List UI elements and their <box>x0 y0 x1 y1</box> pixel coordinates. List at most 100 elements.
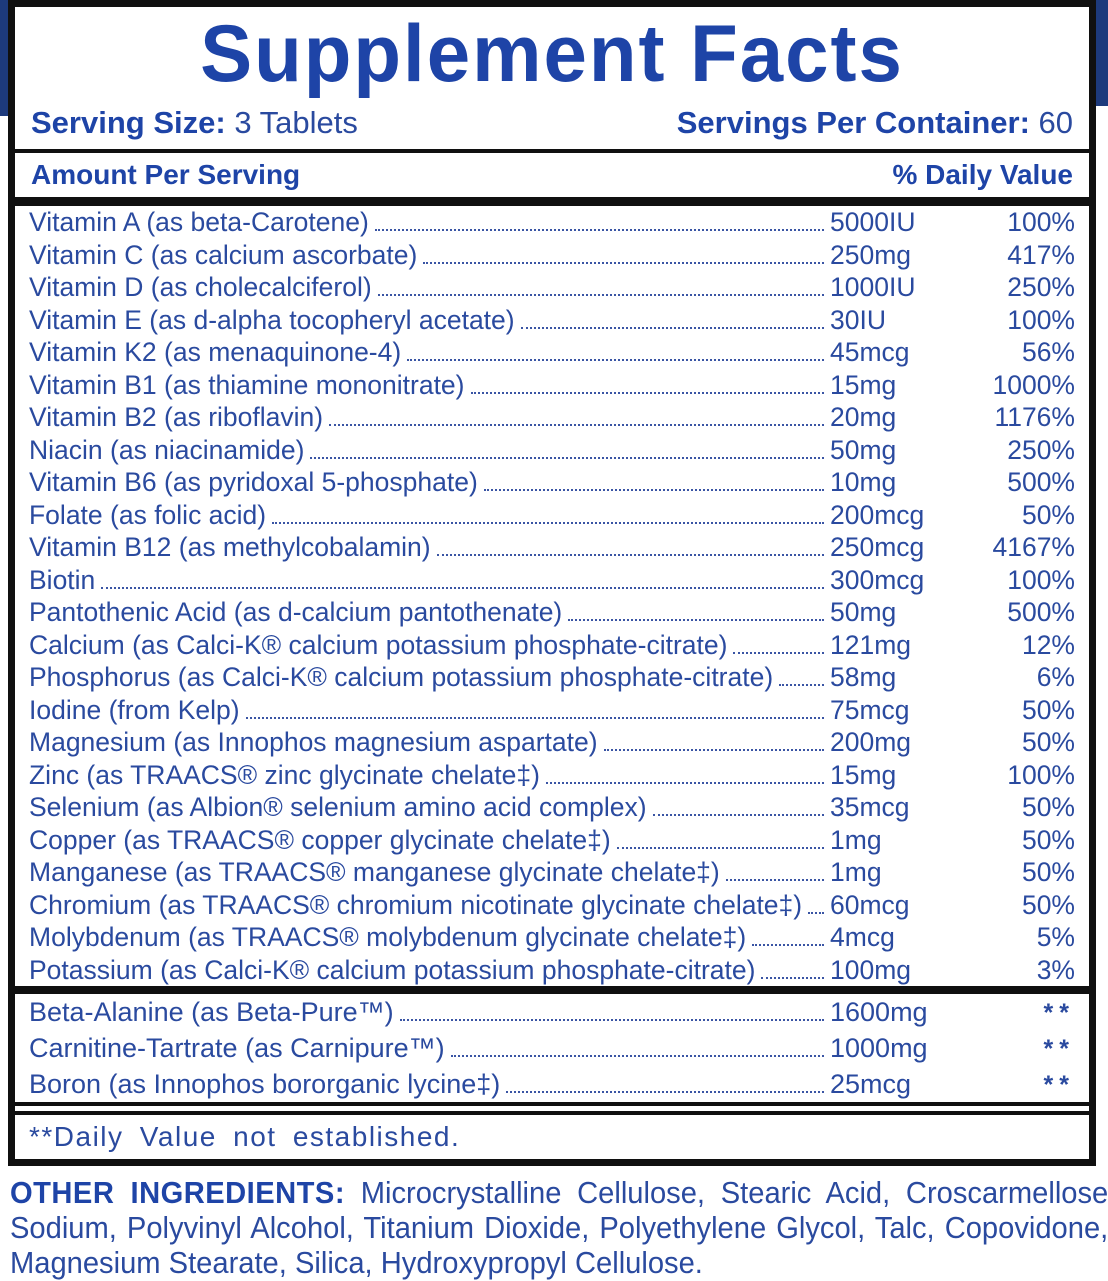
column-header-amount: Amount Per Serving <box>31 159 301 190</box>
nutrient-name: Vitamin K2 (as menaquinone-4) <box>29 337 402 367</box>
dotted-leader <box>808 911 824 914</box>
page-title: Supplement Facts <box>200 7 904 99</box>
dotted-leader <box>616 846 824 849</box>
dotted-leader <box>101 586 824 589</box>
nutrient-daily-value: 50% <box>1021 792 1075 822</box>
nutrient-name: Vitamin B1 (as thiamine mononitrate) <box>29 369 465 400</box>
column-header-row: Amount Per Serving % Daily Value <box>15 153 1089 197</box>
column-header-daily-value: % Daily Value <box>892 159 1073 190</box>
nutrient-amount: 60mcg <box>830 889 910 920</box>
nutrient-amount: 5000IU <box>830 207 916 237</box>
nutrient-name: Chromium (as TRAACS® chromium nicotinate… <box>29 889 803 920</box>
nutrient-name: Vitamin A (as beta-Carotene) <box>29 207 369 237</box>
nutrient-amount: 121mg <box>830 629 912 660</box>
nutrient-daily-value: 1000% <box>992 369 1075 400</box>
dotted-leader <box>545 781 824 784</box>
nutrient-daily-value: 250% <box>1007 434 1075 465</box>
nutrient-row: Carnitine-Tartrate (as Carnipure™) 1000m… <box>15 1030 1089 1066</box>
nutrient-name: Boron (as Innophos bororganic lycine‡) <box>29 1069 501 1099</box>
nutrient-row: Chromium (as TRAACS® chromium nicotinate… <box>15 889 1089 922</box>
nutrient-name: Biotin <box>29 564 96 595</box>
nutrient-name: Vitamin E (as d-alpha tocopheryl acetate… <box>29 304 515 335</box>
nutrient-row: Manganese (as TRAACS® manganese glycinat… <box>15 856 1089 889</box>
divider-thick <box>15 197 1089 206</box>
nutrient-row: Vitamin B1 (as thiamine mononitrate) 15m… <box>15 369 1089 402</box>
nutrient-row: Niacin (as niacinamide) 50mg 250% <box>15 434 1089 467</box>
serving-row: Serving Size: 3 Tablets Servings Per Con… <box>15 99 1089 149</box>
nutrient-row: Folate (as folic acid) 200mcg 50% <box>15 499 1089 532</box>
nutrient-daily-value: 50% <box>1021 824 1075 855</box>
other-ingredients-text: Microcrystalline Cellulose, Stearic Acid… <box>10 1176 1108 1281</box>
divider-thin <box>15 149 1089 153</box>
divider-double <box>15 1102 1089 1115</box>
nutrient-row: Zinc (as TRAACS® zinc glycinate chelate‡… <box>15 759 1089 792</box>
nutrient-row: Vitamin B12 (as methylcobalamin) 250mcg … <box>15 531 1089 564</box>
nutrient-amount: 50mg <box>830 597 897 627</box>
nutrient-name: Vitamin D (as cholecalciferol) <box>29 272 372 302</box>
nutrient-name: Vitamin B12 (as methylcobalamin) <box>29 532 431 562</box>
nutrient-name: Manganese (as TRAACS® manganese glycinat… <box>29 857 720 887</box>
nutrient-name: Zinc (as TRAACS® zinc glycinate chelate‡… <box>29 759 540 790</box>
nutrient-row: Vitamin A (as beta-Carotene) 5000IU 100% <box>15 206 1089 239</box>
nutrient-row: Vitamin E (as d-alpha tocopheryl acetate… <box>15 304 1089 337</box>
dotted-leader <box>310 456 824 459</box>
nutrient-daily-value: 56% <box>1021 337 1075 367</box>
other-ingredients-label: OTHER INGREDIENTS: <box>10 1176 346 1210</box>
nutrient-amount: 25mcg <box>830 1069 912 1099</box>
nutrient-amount: 4mcg <box>830 922 895 952</box>
nutrient-name: Copper (as TRAACS® copper glycinate chel… <box>29 824 611 855</box>
dotted-leader <box>436 554 824 556</box>
nutrient-amount: 100mg <box>830 954 912 985</box>
divider-thick <box>15 986 1089 994</box>
nutrient-row: Vitamin C (as calcium ascorbate) 250mg 4… <box>15 239 1089 272</box>
dotted-leader <box>245 716 824 719</box>
nutrient-name: Molybdenum (as TRAACS® molybdenum glycin… <box>29 922 747 952</box>
nutrient-name: Iodine (from Kelp) <box>29 694 240 725</box>
servings-per-container-label: Servings Per Container: <box>676 105 1030 140</box>
nutrient-daily-value: 4167% <box>992 532 1075 562</box>
nutrient-row: Iodine (from Kelp) 75mcg 50% <box>15 694 1089 727</box>
nutrient-row: Calcium (as Calci-K® calcium potassium p… <box>15 629 1089 662</box>
nutrient-amount: 1000IU <box>830 272 916 302</box>
nutrient-name: Folate (as folic acid) <box>29 499 267 530</box>
dotted-leader <box>725 879 824 881</box>
nutrient-amount: 1000mg <box>830 1033 928 1063</box>
other-ingredients: OTHER INGREDIENTS: Microcrystalline Cell… <box>10 1176 1108 1281</box>
dotted-leader <box>652 814 824 816</box>
servings-per-container-value: 60 <box>1038 105 1073 140</box>
nutrient-daily-value: 250% <box>1007 272 1075 302</box>
nutrient-amount: 200mcg <box>830 499 925 530</box>
dotted-leader <box>450 1055 824 1057</box>
nutrient-rows: Vitamin A (as beta-Carotene) 5000IU 100%… <box>15 206 1089 986</box>
nutrient-daily-value: 100% <box>1007 304 1075 335</box>
nutrient-amount: 200mg <box>830 727 912 757</box>
dotted-leader <box>423 261 824 264</box>
nutrient-amount: 75mcg <box>830 694 910 725</box>
nutrient-amount: 50mg <box>830 434 897 465</box>
nutrient-name: Magnesium (as Innophos magnesium asparta… <box>29 727 598 757</box>
background-accent-right <box>1092 0 1108 106</box>
nutrient-daily-value: 1176% <box>994 402 1075 432</box>
nutrient-name: Carnitine-Tartrate (as Carnipure™) <box>29 1033 445 1063</box>
nutrient-row: Molybdenum (as TRAACS® molybdenum glycin… <box>15 921 1089 954</box>
nutrient-daily-value: 50% <box>1021 727 1075 757</box>
dotted-leader <box>407 359 824 361</box>
nutrient-daily-value: 50% <box>1021 499 1075 530</box>
nutrient-daily-value: 100% <box>1007 564 1075 595</box>
dotted-leader <box>779 684 824 686</box>
nutrient-name: Pantothenic Acid (as d-calcium pantothen… <box>29 597 563 627</box>
serving-size: Serving Size: 3 Tablets <box>31 105 358 141</box>
dotted-leader <box>752 944 824 946</box>
nutrient-amount: 1mg <box>830 857 882 887</box>
nutrient-amount: 30IU <box>830 304 886 335</box>
dotted-leader <box>470 391 824 394</box>
nutrient-daily-value: 50% <box>1021 889 1075 920</box>
nutrient-row: Vitamin K2 (as menaquinone-4) 45mcg 56% <box>15 336 1089 369</box>
nutrient-row: Pantothenic Acid (as d-calcium pantothen… <box>15 596 1089 629</box>
dotted-leader <box>568 619 824 621</box>
nutrient-daily-value: 50% <box>1021 857 1075 887</box>
nutrient-amount: 15mg <box>830 759 897 790</box>
nutrient-row: Magnesium (as Innophos magnesium asparta… <box>15 726 1089 759</box>
nutrient-row: Vitamin D (as cholecalciferol) 1000IU 25… <box>15 271 1089 304</box>
supplement-facts-panel: Supplement Facts Serving Size: 3 Tablets… <box>8 0 1096 1166</box>
